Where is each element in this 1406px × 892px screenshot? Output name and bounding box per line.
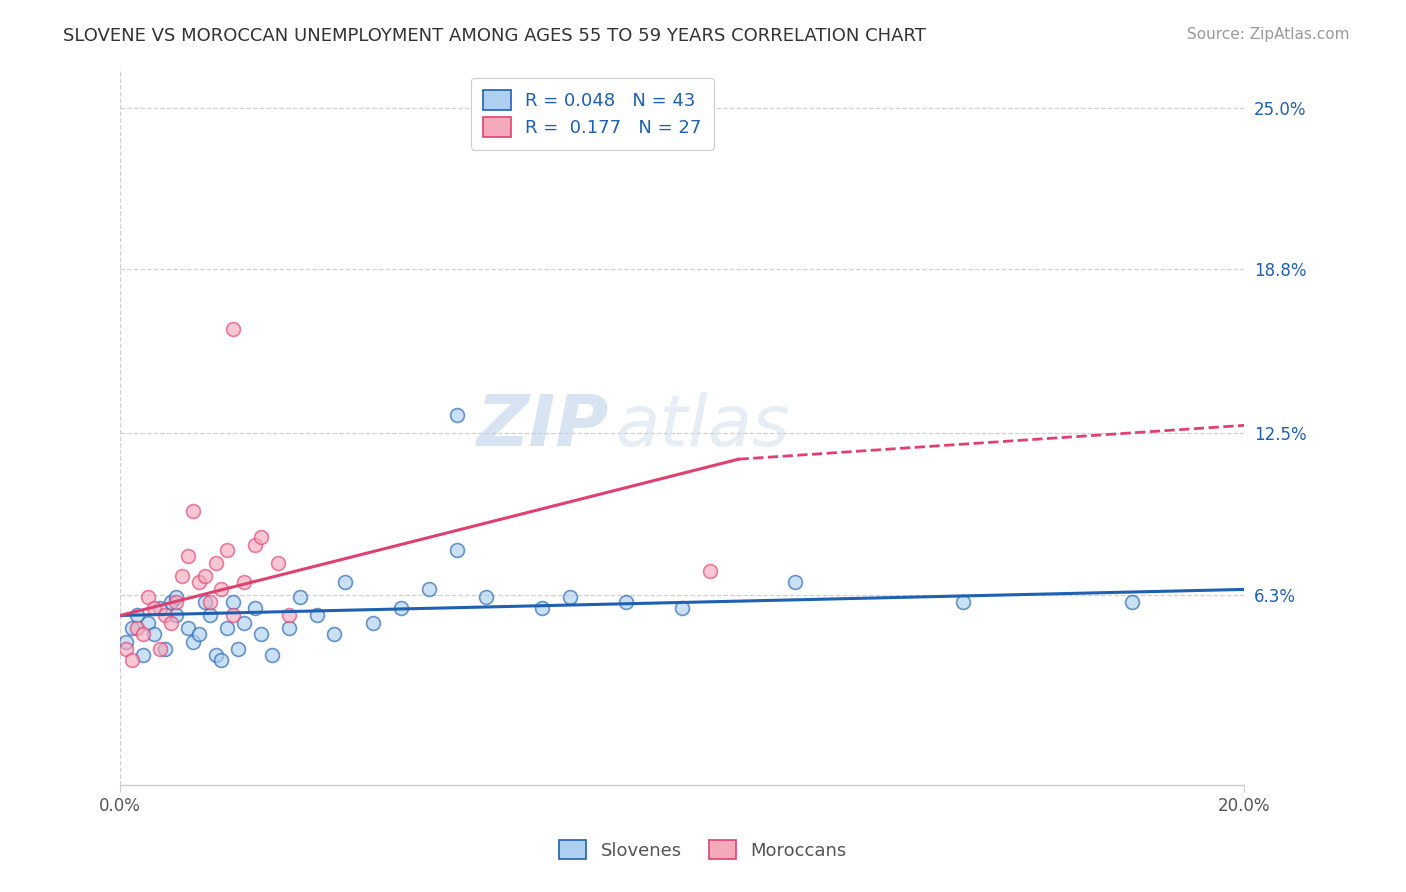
Point [558, 591, 581, 605]
Point [322, 626, 344, 640]
Point [1121, 595, 1143, 609]
Point [115, 642, 138, 657]
Point [952, 595, 974, 609]
Point [418, 582, 440, 597]
Point [132, 648, 155, 662]
Point [232, 616, 254, 631]
Text: ZIP: ZIP [477, 392, 609, 461]
Point [177, 549, 200, 563]
Point [243, 600, 266, 615]
Point [200, 608, 222, 623]
Point [217, 543, 239, 558]
Point [155, 608, 177, 623]
Point [305, 608, 328, 623]
Point [205, 557, 228, 571]
Point [166, 608, 188, 623]
Text: atlas: atlas [614, 392, 790, 461]
Point [188, 574, 211, 589]
Point [389, 600, 412, 615]
Point [361, 616, 384, 631]
Point [183, 504, 205, 518]
Point [288, 591, 311, 605]
Point [614, 595, 637, 609]
Point [115, 634, 138, 648]
Point [166, 591, 188, 605]
Point [155, 642, 177, 657]
Text: SLOVENE VS MOROCCAN UNEMPLOYMENT AMONG AGES 55 TO 59 YEARS CORRELATION CHART: SLOVENE VS MOROCCAN UNEMPLOYMENT AMONG A… [63, 27, 927, 45]
Point [121, 653, 143, 667]
Point [160, 595, 183, 609]
Point [530, 600, 553, 615]
Point [160, 616, 183, 631]
Point [671, 600, 693, 615]
Point [260, 648, 283, 662]
Point [183, 634, 205, 648]
Point [446, 408, 468, 422]
Point [127, 622, 149, 636]
Legend: R = 0.048   N = 43, R =  0.177   N = 27: R = 0.048 N = 43, R = 0.177 N = 27 [471, 78, 714, 150]
Point [211, 653, 233, 667]
Point [143, 600, 166, 615]
Point [446, 543, 468, 558]
Point [132, 626, 155, 640]
Point [194, 569, 217, 583]
Legend: Slovenes, Moroccans: Slovenes, Moroccans [544, 825, 862, 874]
Point [474, 591, 496, 605]
Point [217, 622, 239, 636]
Point [783, 574, 806, 589]
Point [266, 557, 288, 571]
Point [177, 622, 200, 636]
Point [277, 608, 299, 623]
Point [232, 574, 254, 589]
Point [205, 648, 228, 662]
Point [188, 626, 211, 640]
Point [699, 564, 721, 578]
Text: Source: ZipAtlas.com: Source: ZipAtlas.com [1187, 27, 1350, 42]
Point [249, 626, 271, 640]
Point [277, 622, 299, 636]
Point [243, 538, 266, 552]
Point [200, 595, 222, 609]
Point [166, 595, 188, 609]
Point [222, 595, 245, 609]
Point [222, 322, 245, 336]
Point [211, 582, 233, 597]
Point [172, 569, 194, 583]
Point [249, 530, 271, 544]
Point [149, 642, 172, 657]
Point [143, 626, 166, 640]
Point [333, 574, 356, 589]
Point [149, 600, 172, 615]
Point [222, 608, 245, 623]
Point [127, 608, 149, 623]
Point [194, 595, 217, 609]
Point [121, 622, 143, 636]
Point [228, 642, 250, 657]
Point [138, 591, 160, 605]
Point [138, 616, 160, 631]
